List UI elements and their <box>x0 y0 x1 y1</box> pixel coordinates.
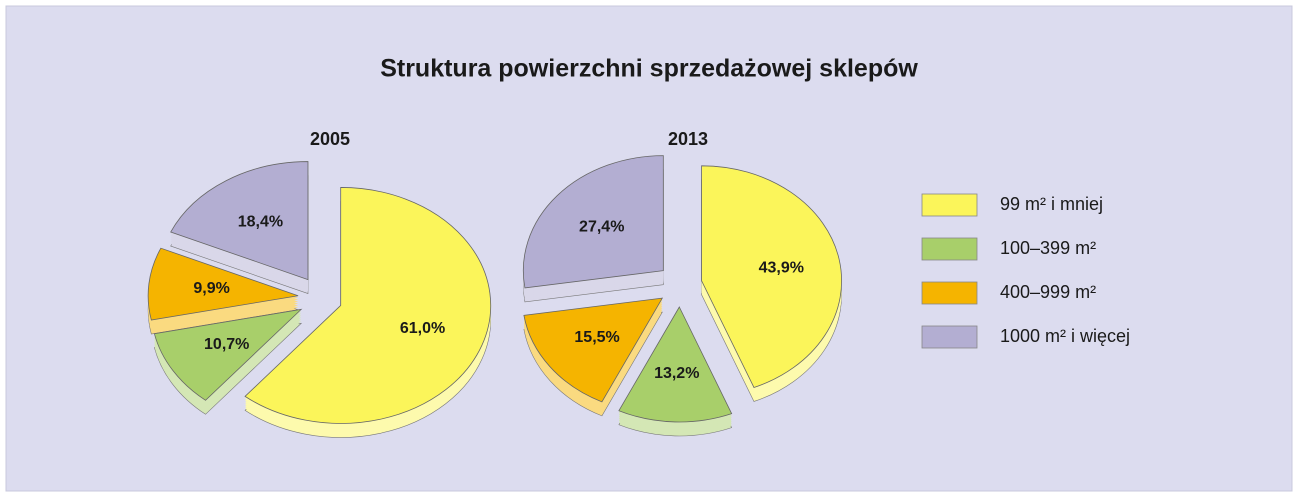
legend-swatch <box>921 281 978 305</box>
slice <box>153 308 303 401</box>
legend-label: 1000 m² i więcej <box>1000 326 1130 346</box>
slice <box>523 297 664 403</box>
legend-swatch <box>921 193 978 217</box>
pie-title: 2013 <box>668 129 708 149</box>
slice-label: 9,9% <box>193 280 229 297</box>
slice <box>618 306 733 423</box>
slice-label: 13,2% <box>654 365 699 382</box>
slice <box>170 161 309 281</box>
legend-label: 99 m² i mniej <box>1000 194 1103 214</box>
slice-label: 18,4% <box>238 213 283 230</box>
slice-label: 10,7% <box>204 336 249 353</box>
slice <box>244 187 492 424</box>
chart-title: Struktura powierzchni sprzedażowej sklep… <box>380 55 918 83</box>
legend-swatch <box>921 237 978 261</box>
slice-label: 61,0% <box>400 320 445 337</box>
legend-swatch <box>921 325 978 349</box>
legend-label: 100–399 m² <box>1000 238 1096 258</box>
legend-label: 400–999 m² <box>1000 282 1096 302</box>
slice <box>522 155 664 289</box>
slice-label: 43,9% <box>759 259 804 276</box>
slice <box>701 165 842 388</box>
pie-title: 2005 <box>310 129 350 149</box>
slice-label: 27,4% <box>579 218 624 235</box>
slice <box>147 247 299 321</box>
slice-label: 15,5% <box>574 329 619 346</box>
